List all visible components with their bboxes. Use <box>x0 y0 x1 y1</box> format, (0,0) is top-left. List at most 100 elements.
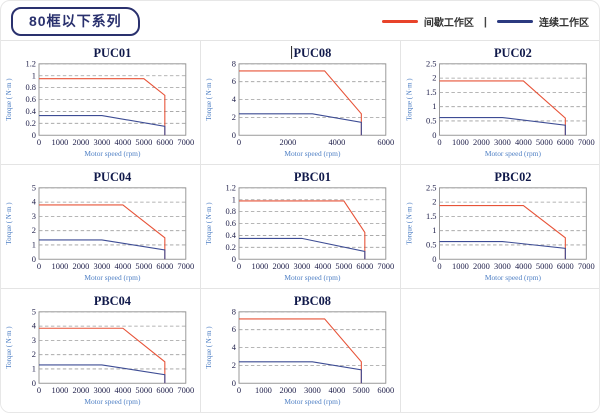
svg-text:4000: 4000 <box>314 261 331 271</box>
svg-text:0.2: 0.2 <box>225 242 236 252</box>
svg-text:5000: 5000 <box>135 385 152 395</box>
svg-text:5000: 5000 <box>135 261 152 271</box>
svg-text:2000: 2000 <box>73 137 90 147</box>
svg-text:Torque ( N·m ): Torque ( N·m ) <box>205 78 213 120</box>
svg-text:6000: 6000 <box>377 385 394 395</box>
chart-pbc04: PBC04 0 1 2 3 4 5 0 1000 2000 3000 4000 5000 6000 7000… <box>1 289 201 412</box>
svg-text:0.8: 0.8 <box>225 206 236 216</box>
legend-label-continuous: 连续工作区 <box>539 18 589 29</box>
svg-text:2000: 2000 <box>73 261 90 271</box>
svg-text:PBC01: PBC01 <box>294 170 331 184</box>
svg-text:Torque ( N·m ): Torque ( N·m ) <box>205 326 213 368</box>
svg-text:3: 3 <box>32 211 36 221</box>
legend-item-intermittent: 间歇工作区 <box>381 14 474 29</box>
svg-text:0: 0 <box>37 261 41 271</box>
svg-text:2000: 2000 <box>473 137 490 147</box>
svg-text:7000: 7000 <box>578 137 595 147</box>
svg-text:Motor speed (rpm): Motor speed (rpm) <box>485 273 542 282</box>
empty-cell <box>401 289 599 412</box>
svg-text:PUC08: PUC08 <box>293 46 331 60</box>
svg-text:Motor speed (rpm): Motor speed (rpm) <box>284 149 341 158</box>
svg-text:5000: 5000 <box>135 137 152 147</box>
svg-text:Torque ( N·m ): Torque ( N·m ) <box>406 202 414 244</box>
chart-puc02: PUC02 0 0.5 1 1.5 2 2.5 0 1000 2000 3000 4000 5000 60… <box>401 41 599 165</box>
svg-text:0.4: 0.4 <box>25 106 36 116</box>
svg-text:5000: 5000 <box>353 385 370 395</box>
legend-item-continuous: 连续工作区 <box>497 14 589 29</box>
svg-text:7000: 7000 <box>177 385 194 395</box>
svg-text:4000: 4000 <box>515 261 532 271</box>
svg-text:2000: 2000 <box>280 385 297 395</box>
chart-puc04: PUC04 0 1 2 3 4 5 0 1000 2000 3000 4000 5000 6000 7000… <box>1 165 201 289</box>
svg-text:Torque ( N·m ): Torque ( N·m ) <box>205 202 213 244</box>
svg-text:PBC04: PBC04 <box>94 294 131 308</box>
svg-text:1: 1 <box>432 225 436 235</box>
chart-svg-puc08: PUC08 0 2 4 6 8 0 2000 4000 6000 Motor speed (rpm)… <box>205 46 394 158</box>
svg-text:PUC04: PUC04 <box>93 170 131 184</box>
svg-text:3: 3 <box>32 335 36 345</box>
svg-text:Motor speed (rpm): Motor speed (rpm) <box>284 273 341 282</box>
svg-text:4000: 4000 <box>114 261 131 271</box>
svg-text:4: 4 <box>32 197 37 207</box>
svg-text:1000: 1000 <box>52 137 69 147</box>
svg-text:3000: 3000 <box>293 261 310 271</box>
svg-text:1.5: 1.5 <box>426 211 437 221</box>
svg-text:Torque ( N·m ): Torque ( N·m ) <box>5 202 13 244</box>
svg-text:0: 0 <box>32 254 36 264</box>
svg-text:2: 2 <box>232 112 236 122</box>
svg-text:4: 4 <box>32 321 37 331</box>
svg-text:PBC08: PBC08 <box>294 294 331 308</box>
chart-puc08: PUC08 0 2 4 6 8 0 2000 4000 6000 Motor speed (rpm)… <box>201 41 401 165</box>
svg-text:PBC02: PBC02 <box>494 170 531 184</box>
svg-text:0: 0 <box>237 261 241 271</box>
chart-grid: PUC01 0 0.2 0.4 0.6 0.8 1 1.2 0 1000 2000 3000 4000 5… <box>1 40 599 412</box>
svg-text:0: 0 <box>37 385 41 395</box>
svg-text:6: 6 <box>232 324 236 334</box>
svg-text:6: 6 <box>232 76 236 86</box>
svg-text:1: 1 <box>32 70 36 80</box>
chart-svg-puc02: PUC02 0 0.5 1 1.5 2 2.5 0 1000 2000 3000 4000 5000 60… <box>406 46 595 158</box>
svg-text:4000: 4000 <box>114 137 131 147</box>
svg-text:1.2: 1.2 <box>225 182 236 192</box>
svg-text:7000: 7000 <box>377 261 394 271</box>
svg-text:2: 2 <box>32 225 36 235</box>
svg-text:0.5: 0.5 <box>426 240 437 250</box>
svg-text:0: 0 <box>432 254 436 264</box>
svg-text:3000: 3000 <box>494 261 511 271</box>
svg-text:2.5: 2.5 <box>426 58 437 68</box>
svg-text:0.8: 0.8 <box>25 82 36 92</box>
svg-text:1: 1 <box>432 101 436 111</box>
svg-text:4000: 4000 <box>328 137 345 147</box>
svg-text:1: 1 <box>232 194 236 204</box>
svg-text:8: 8 <box>232 306 236 316</box>
svg-text:PUC01: PUC01 <box>93 46 131 60</box>
chart-svg-pbc02: PBC02 0 0.5 1 1.5 2 2.5 0 1000 2000 3000 4000 5000 60… <box>406 170 595 282</box>
svg-text:5000: 5000 <box>335 261 352 271</box>
legend-separator: | <box>483 15 487 28</box>
svg-text:4: 4 <box>232 94 237 104</box>
svg-text:0: 0 <box>432 130 436 140</box>
svg-text:PUC02: PUC02 <box>494 46 532 60</box>
chart-puc01: PUC01 0 0.2 0.4 0.6 0.8 1 1.2 0 1000 2000 3000 4000 5… <box>1 41 201 165</box>
svg-text:0: 0 <box>232 130 236 140</box>
svg-text:Motor speed (rpm): Motor speed (rpm) <box>84 273 141 282</box>
svg-text:2.5: 2.5 <box>426 182 437 192</box>
svg-text:5: 5 <box>32 306 36 316</box>
svg-text:3000: 3000 <box>93 261 110 271</box>
svg-text:2: 2 <box>32 349 36 359</box>
svg-text:3000: 3000 <box>93 137 110 147</box>
svg-text:0: 0 <box>32 130 36 140</box>
svg-text:8: 8 <box>232 58 236 68</box>
svg-text:3000: 3000 <box>304 385 321 395</box>
svg-text:7000: 7000 <box>578 261 595 271</box>
svg-text:5000: 5000 <box>536 261 553 271</box>
chart-pbc08: PBC08 0 2 4 6 8 0 1000 2000 3000 4000 5000 6000 Motor… <box>201 289 401 412</box>
svg-text:0.6: 0.6 <box>25 94 36 104</box>
svg-text:3000: 3000 <box>93 385 110 395</box>
svg-text:0.4: 0.4 <box>225 230 236 240</box>
svg-text:1000: 1000 <box>452 137 469 147</box>
svg-text:Motor speed (rpm): Motor speed (rpm) <box>84 149 141 158</box>
legend: 间歇工作区 | 连续工作区 <box>381 14 589 29</box>
